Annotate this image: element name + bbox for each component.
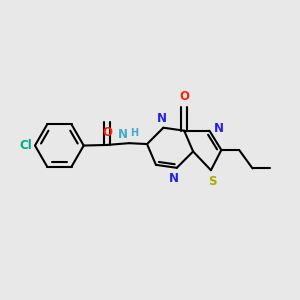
- Text: O: O: [102, 126, 112, 139]
- Text: N: N: [169, 172, 179, 185]
- Text: N: N: [214, 122, 224, 135]
- Text: Cl: Cl: [20, 139, 33, 152]
- Text: S: S: [208, 175, 217, 188]
- Text: N: N: [157, 112, 167, 125]
- Text: H: H: [130, 128, 138, 138]
- Text: N: N: [118, 128, 128, 141]
- Text: O: O: [179, 90, 189, 103]
